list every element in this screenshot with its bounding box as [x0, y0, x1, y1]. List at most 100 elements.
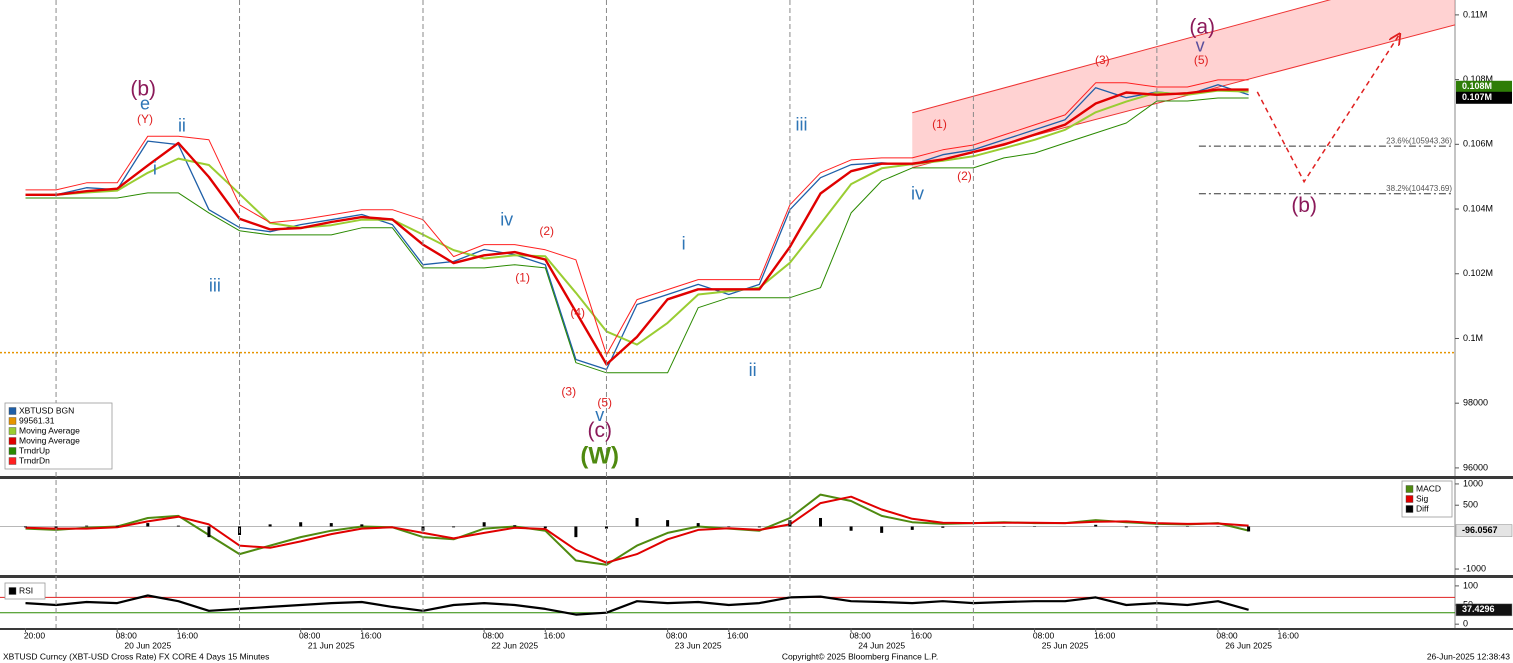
series-line — [25, 88, 1249, 366]
histogram-bar — [513, 525, 517, 527]
legend-label: RSI — [19, 585, 33, 595]
price-label-box — [1456, 80, 1512, 93]
x-date-label: 20 Jun 2025 — [124, 640, 171, 650]
series-line — [25, 79, 1249, 356]
histogram-bar — [329, 523, 333, 527]
histogram-bar — [604, 526, 608, 529]
wave-label: (4) — [570, 306, 585, 320]
y-tick-label: 96000 — [1463, 462, 1488, 472]
histogram-bar — [85, 525, 89, 527]
projection-path — [1256, 35, 1399, 184]
y-tick-label: 500 — [1463, 500, 1478, 510]
y-tick-label: 0.102M — [1463, 268, 1493, 278]
legend-label: TrndrUp — [19, 445, 50, 455]
wave-label: v — [595, 405, 604, 425]
last-value-label: -96.0567 — [1462, 525, 1498, 535]
price-plot — [0, 0, 1455, 374]
y-tick-label: 0 — [1463, 619, 1468, 629]
legend-swatch — [1405, 505, 1414, 513]
histogram-bar — [176, 525, 180, 527]
histogram-bar — [23, 526, 27, 528]
histogram-bar — [910, 526, 914, 530]
footer-right: 26-Jun-2025 12:38:43 — [1427, 651, 1510, 661]
y-tick-label: 0.1M — [1463, 333, 1483, 343]
wave-label: (b) — [1291, 194, 1317, 217]
y-tick-label: 98000 — [1463, 398, 1488, 408]
legend-label: 99561.31 — [19, 415, 55, 425]
last-value-box — [1455, 603, 1513, 617]
legend-label: MACD — [1416, 483, 1441, 493]
histogram-bar — [452, 526, 456, 528]
last-value-label: 37.4296 — [1462, 604, 1495, 614]
x-tick-label: 08:00 — [483, 630, 505, 640]
x-tick-label: 08:00 — [116, 630, 138, 640]
histogram-bar — [880, 526, 884, 533]
x-tick-label: 16:00 — [1094, 630, 1116, 640]
legend-label: TrndrDn — [19, 455, 50, 465]
histogram-bar — [1094, 524, 1098, 527]
y-tick-label: 0.104M — [1463, 203, 1493, 213]
y-tick-label: -1000 — [1463, 563, 1486, 573]
legend-swatch — [8, 457, 17, 465]
wave-label: (1) — [515, 271, 530, 285]
wave-label: v — [1196, 36, 1205, 56]
wave-label: (Y) — [137, 112, 153, 126]
legend-label: Moving Average — [19, 435, 80, 445]
wave-label: e — [140, 94, 150, 114]
x-tick-label: 16:00 — [544, 630, 566, 640]
legend-swatch — [1405, 495, 1414, 503]
histogram-bar — [941, 526, 945, 528]
histogram-bar — [635, 517, 639, 527]
x-tick-label: 08:00 — [299, 630, 321, 640]
histogram-bar — [54, 526, 58, 528]
legend-label: Moving Average — [19, 425, 80, 435]
price-label: 0.107M — [1462, 92, 1492, 102]
x-date-label: 22 Jun 2025 — [491, 640, 538, 650]
histogram-bar — [115, 525, 119, 527]
price-label: 0.108M — [1462, 81, 1492, 91]
panel-separator — [0, 575, 1513, 578]
x-date-label: 25 Jun 2025 — [1042, 640, 1089, 650]
legend-swatch — [8, 427, 17, 435]
y-tick-label: 100 — [1463, 580, 1478, 590]
x-tick-label: 16:00 — [911, 630, 933, 640]
x-tick-label: 08:00 — [666, 630, 688, 640]
wave-label: i — [682, 233, 686, 253]
x-tick-label: 20:00 — [24, 630, 46, 640]
series-line — [25, 495, 1249, 564]
panel-separator — [0, 628, 1513, 630]
wave-label: iv — [911, 183, 924, 203]
fib-label: 38.2%(104473.69) — [1386, 184, 1452, 193]
channel-line — [912, 0, 1332, 114]
histogram-bar — [299, 522, 303, 527]
panel-separator — [0, 476, 1513, 479]
footer-left: XBTUSD Curncy (XBT-USD Cross Rate) FX CO… — [3, 651, 269, 661]
histogram-bar — [207, 526, 211, 538]
x-tick-label: 16:00 — [1278, 630, 1300, 640]
wave-label: (2) — [957, 169, 972, 183]
histogram-bar — [819, 517, 823, 527]
histogram-bar — [757, 526, 761, 528]
x-date-label: 24 Jun 2025 — [858, 640, 905, 650]
legend-label: Diff — [1416, 503, 1429, 513]
histogram-bar — [482, 522, 486, 527]
histogram-bar — [360, 524, 364, 527]
x-tick-label: 08:00 — [1033, 630, 1055, 640]
histogram-bar — [849, 526, 853, 531]
wave-label: (W) — [580, 443, 619, 470]
fib-label: 23.6%(105943.36) — [1386, 136, 1452, 145]
y-tick-label: 0.108M — [1463, 74, 1493, 84]
series-line — [25, 97, 1249, 374]
footer-center: Copyright© 2025 Bloomberg Finance L.P. — [782, 651, 938, 661]
wave-label: iii — [209, 275, 221, 295]
legend-swatch — [1405, 485, 1414, 493]
legend-box — [4, 402, 113, 470]
histogram-bar — [146, 523, 150, 527]
wave-label: (1) — [932, 117, 947, 131]
wave-label: (2) — [539, 224, 554, 238]
histogram-bar — [666, 520, 670, 527]
legend-swatch — [8, 587, 17, 595]
